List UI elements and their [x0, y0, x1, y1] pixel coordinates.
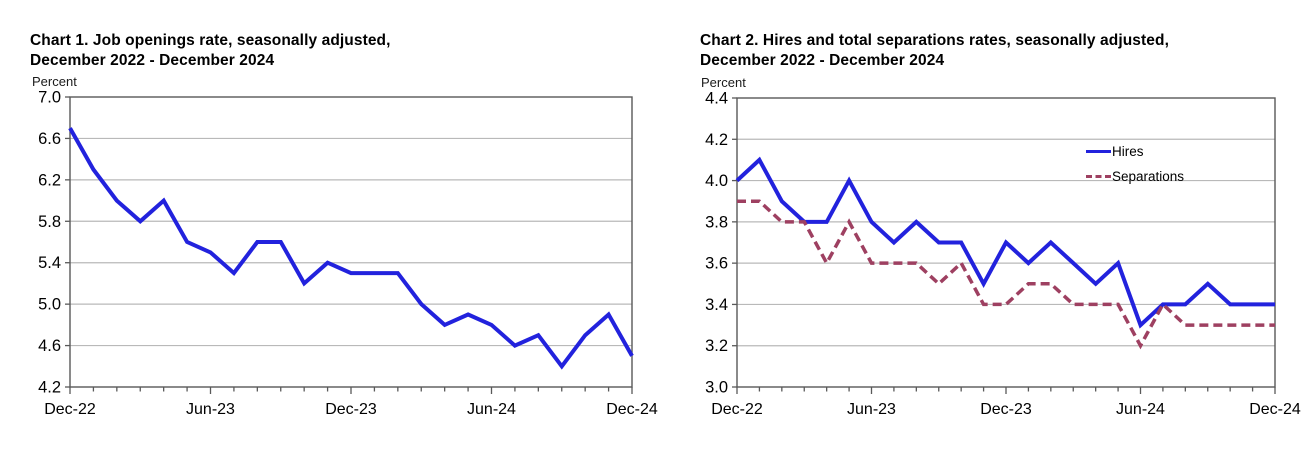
chart2-title-line2: December 2022 - December 2024 — [700, 51, 945, 69]
x-tick-label: Dec-24 — [606, 401, 658, 418]
hires-line-swatch-icon — [1086, 150, 1111, 153]
y-tick-label: 4.2 — [705, 131, 728, 149]
job-openings-rate-line — [68, 127, 634, 370]
y-tick-label: 6.2 — [38, 171, 61, 189]
legend-row-hires: Hires — [1086, 139, 1184, 164]
y-tick-label: 4.2 — [38, 379, 61, 397]
chart1-title-line2: December 2022 - December 2024 — [30, 51, 275, 69]
y-tick-label: 5.0 — [38, 296, 61, 314]
chart2-legend: Hires Separations — [1086, 139, 1184, 189]
x-tick-label: Dec-22 — [711, 401, 763, 418]
y-tick-label: 4.6 — [38, 337, 61, 355]
x-tick-label: Jun-24 — [1116, 401, 1165, 418]
x-tick-label: Jun-23 — [847, 401, 896, 418]
y-tick-label: 3.8 — [705, 213, 728, 231]
legend-label-hires: Hires — [1112, 143, 1144, 159]
y-tick-label: 5.8 — [38, 213, 61, 231]
y-tick-label: 7.0 — [38, 89, 61, 107]
separations-line-swatch-icon — [1086, 175, 1111, 178]
x-tick-label: Dec-22 — [44, 401, 96, 418]
hires-line — [735, 156, 1275, 329]
chart2-title-line1: Chart 2. Hires and total separations rat… — [700, 32, 1169, 49]
chart2-y-axis-unit: Percent — [701, 75, 746, 90]
legend-label-separations: Separations — [1112, 168, 1185, 184]
plot-border — [69, 96, 633, 388]
x-tick-label: Dec-23 — [980, 401, 1032, 418]
chart1-title: Chart 1. Job openings rate, seasonally a… — [30, 31, 391, 70]
x-tick-label: Jun-24 — [467, 401, 516, 418]
y-tick-label: 6.6 — [38, 130, 61, 148]
y-tick-label: 5.4 — [38, 254, 61, 272]
chart1-title-line1: Chart 1. Job openings rate, seasonally a… — [30, 32, 391, 49]
y-tick-label: 3.2 — [705, 337, 728, 355]
y-tick-label: 3.0 — [705, 379, 728, 397]
y-tick-label: 3.4 — [705, 296, 728, 314]
chart2-title: Chart 2. Hires and total separations rat… — [700, 31, 1169, 70]
y-tick-label: 3.6 — [705, 255, 728, 273]
chart1-y-axis-unit: Percent — [32, 74, 77, 89]
plot-border — [736, 97, 1276, 388]
x-tick-label: Dec-24 — [1249, 401, 1301, 418]
legend-row-separations: Separations — [1086, 164, 1184, 189]
y-tick-label: 4.4 — [705, 90, 728, 108]
y-tick-label: 4.0 — [705, 172, 728, 190]
x-tick-label: Dec-23 — [325, 401, 377, 418]
x-tick-label: Jun-23 — [186, 401, 235, 418]
